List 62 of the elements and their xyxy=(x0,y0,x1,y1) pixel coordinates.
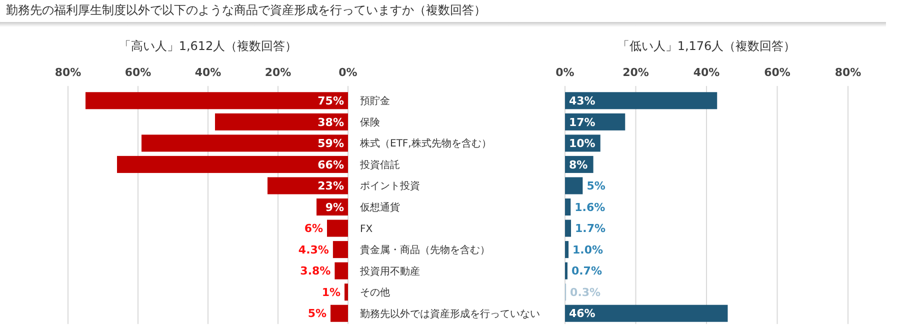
data-label: 0.3% xyxy=(570,286,601,299)
data-label: 0.7% xyxy=(571,264,602,278)
y-tick-label: 保険 xyxy=(360,117,380,128)
x-tick-label: 20% xyxy=(264,66,292,79)
data-label: 1.0% xyxy=(572,243,604,256)
bar xyxy=(330,304,348,322)
data-label: 10% xyxy=(569,137,596,150)
bar xyxy=(565,177,583,194)
bar xyxy=(344,284,348,301)
x-tick-label: 20% xyxy=(622,66,649,79)
y-tick-label: 投資信託 xyxy=(359,158,400,171)
y-tick-label: 投資用不動産 xyxy=(359,265,420,278)
bar xyxy=(327,220,348,237)
data-label: 6% xyxy=(304,222,323,236)
bar xyxy=(565,92,718,110)
data-label: 8% xyxy=(569,158,588,172)
chart-subtitle: 「高い人」1,612人（複数回答） xyxy=(118,39,298,53)
bar xyxy=(565,241,569,258)
data-label: 9% xyxy=(325,200,344,214)
y-tick-label: 仮想通貨 xyxy=(360,202,400,214)
data-label: 1% xyxy=(322,286,340,299)
data-label: 66% xyxy=(318,158,344,172)
y-tick-label: FX xyxy=(360,224,373,235)
data-label: 3.8% xyxy=(300,264,331,278)
bar xyxy=(565,220,572,237)
bar xyxy=(215,113,348,130)
chart-title: 勤務先の福利厚生制度以外で以下のような商品で資産形成を行っていますか（複数回答） xyxy=(6,3,486,17)
data-label: 1.7% xyxy=(575,222,606,236)
x-tick-label: 40% xyxy=(194,66,222,79)
y-tick-label: 預貯金 xyxy=(360,95,390,108)
x-tick-label: 60% xyxy=(124,66,152,79)
x-tick-label: 0% xyxy=(338,66,358,79)
chart-subtitle: 「低い人」1,176人（複数回答） xyxy=(617,39,796,53)
y-tick-label: ポイント投資 xyxy=(360,180,420,192)
data-label: 38% xyxy=(318,116,344,129)
y-tick-label: 貴金属・商品（先物を含む） xyxy=(360,244,490,256)
y-tick-label: その他 xyxy=(360,286,390,299)
bar xyxy=(117,156,348,173)
data-label: 23% xyxy=(318,180,344,193)
data-label: 59% xyxy=(318,137,344,150)
data-label: 43% xyxy=(569,94,596,108)
data-label: 46% xyxy=(569,307,596,320)
bar xyxy=(86,92,348,110)
data-label: 17% xyxy=(569,116,596,129)
x-tick-label: 60% xyxy=(764,66,790,79)
x-tick-label: 80% xyxy=(54,66,82,79)
y-tick-label: 勤務先以外では資産形成を行っていない xyxy=(360,308,540,320)
data-label: 75% xyxy=(318,94,344,108)
x-tick-label: 0% xyxy=(556,66,574,79)
bar xyxy=(268,177,348,194)
data-label: 1.6% xyxy=(574,200,606,214)
data-label: 5% xyxy=(308,307,326,320)
bar xyxy=(334,262,348,280)
bar xyxy=(332,241,348,258)
x-tick-label: 40% xyxy=(693,66,720,79)
bar xyxy=(142,134,348,152)
x-tick-label: 80% xyxy=(834,66,862,79)
bar xyxy=(565,304,728,322)
bar xyxy=(565,198,571,216)
y-tick-label: 株式（ETF,株式先物を含む） xyxy=(359,138,492,150)
data-label: 4.3% xyxy=(298,243,329,256)
data-label: 5% xyxy=(586,180,606,193)
